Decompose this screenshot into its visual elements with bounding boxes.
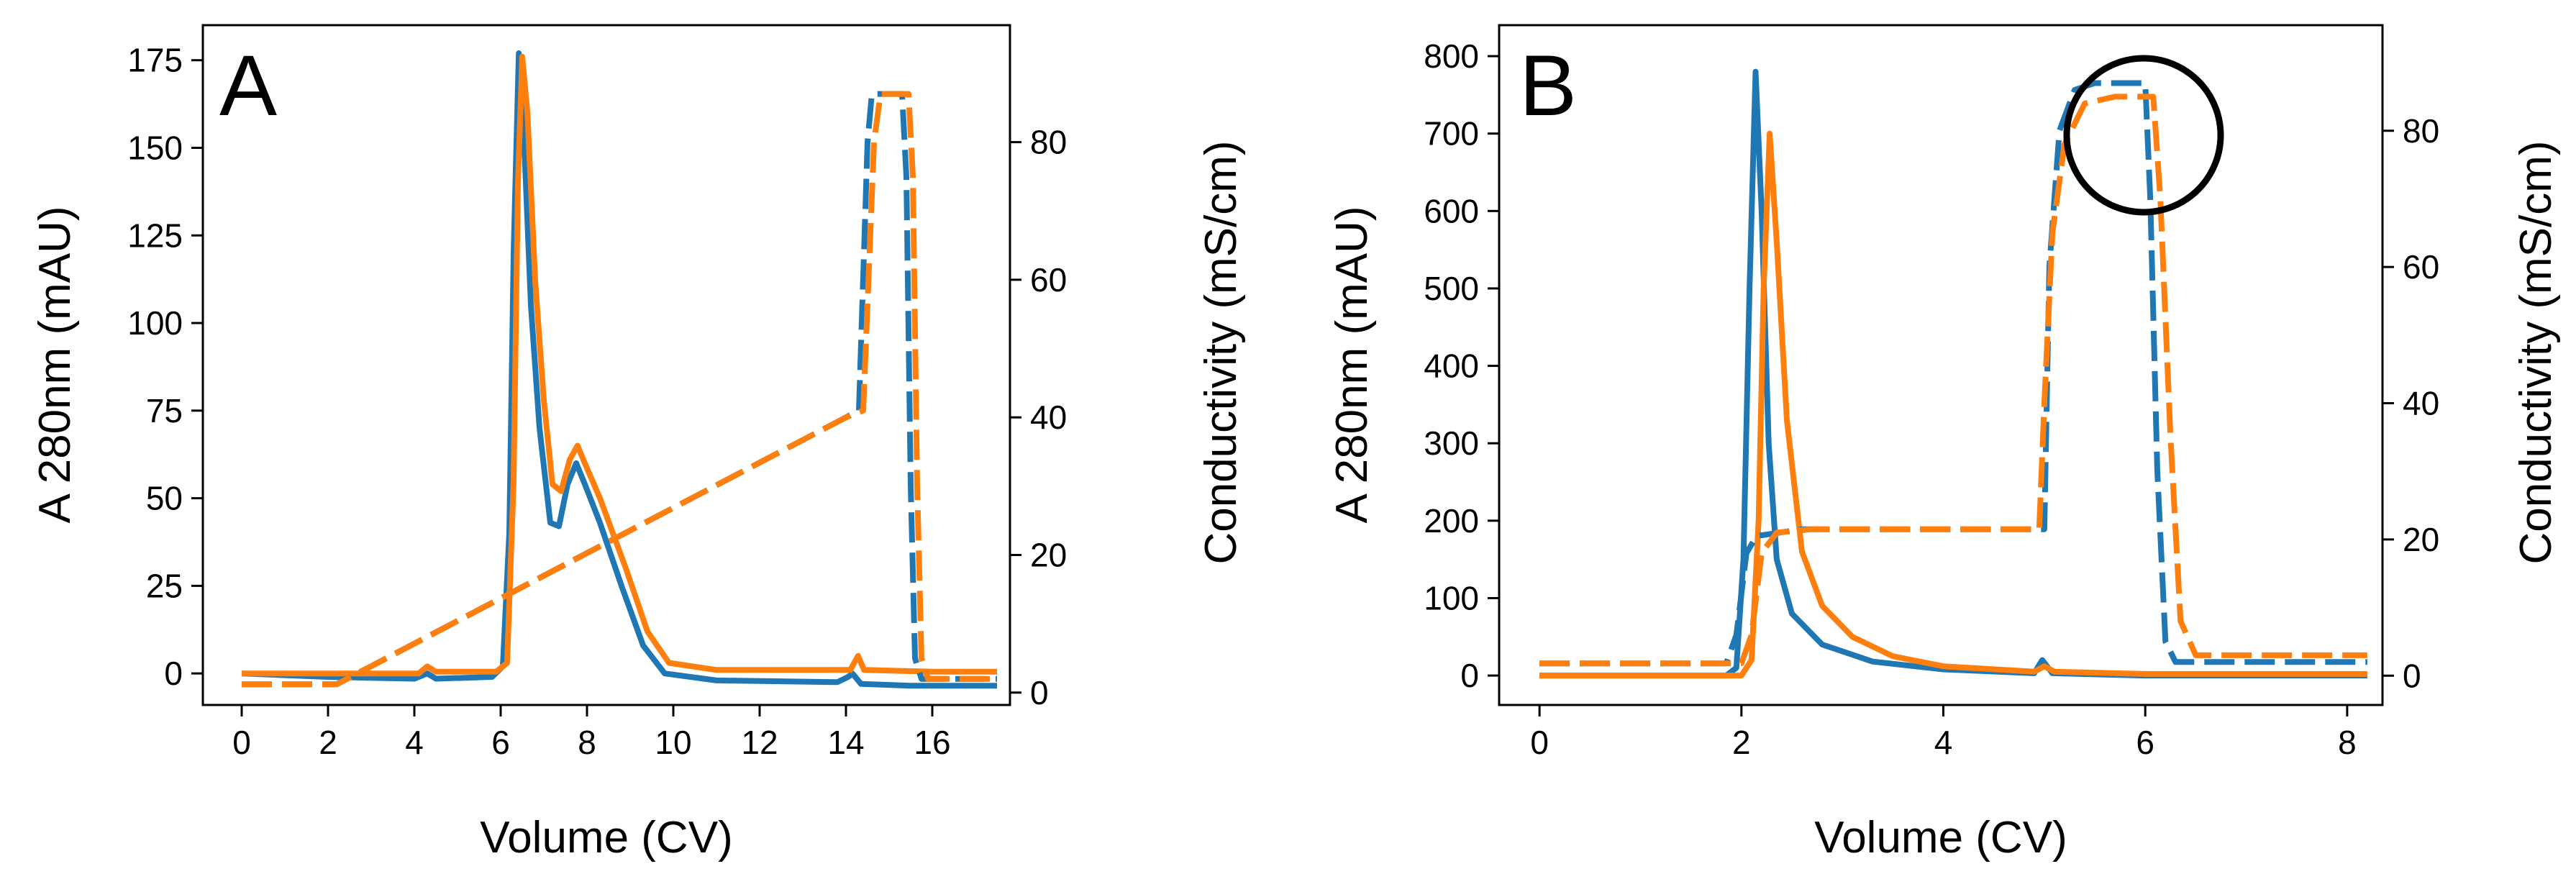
panel-b-plateau-circle [2063, 55, 2224, 216]
panel-b-y-tick-label-2: 200 [1424, 502, 1479, 540]
panel-b-x-axis-title: Volume (CV) [1814, 813, 2067, 863]
panel-b-y-tick-label-3: 300 [1424, 424, 1479, 462]
panel-a-series-0-a280-line [241, 50, 997, 689]
panel-b-letter: B [1519, 37, 1577, 134]
panel-a-y2-tick-label-2: 40 [1030, 399, 1067, 436]
panel-a-series-2-conductivity-line [242, 91, 997, 688]
panel-a-y2-tick-label-4: 80 [1030, 124, 1067, 161]
panel-b-y2-tick-label-0: 0 [2403, 657, 2421, 694]
panel-a-y-tick-label-7: 175 [127, 42, 183, 79]
panel-b-series-0-a280-line [1539, 68, 2367, 679]
panel-b-series-1-a280-line [1539, 130, 2367, 679]
panel-a-series [241, 50, 997, 689]
panel-a-x-tick-label-6: 12 [741, 724, 778, 761]
panel-a-y2-tick-label-1: 20 [1030, 536, 1067, 573]
panel-a-x-tick-label-2: 4 [405, 724, 424, 761]
panel-b: 0 2 4 6 8 0 100 200 300 400 500 600 700 800 0 20 40 60 8… [1327, 24, 2561, 863]
panel-a-y-tick-label-5: 125 [127, 217, 183, 254]
panel-a-x-tick-label-5: 10 [655, 724, 691, 761]
panel-b-y2-tick-label-4: 80 [2403, 112, 2439, 150]
panel-a: 0 2 4 6 8 10 12 14 16 0 25 50 75 100 125 150 175 0 20 40 6… [30, 24, 1246, 863]
panel-b-y2-tick-label-3: 60 [2403, 248, 2439, 286]
panel-a-x-tick-label-0: 0 [232, 724, 251, 761]
panel-a-y-tick-label-2: 50 [146, 480, 183, 517]
panel-a-right-y-axis: 0 20 40 60 80 [1010, 124, 1067, 711]
panel-a-y-tick-label-3: 75 [146, 392, 183, 429]
panel-b-x-tick-label-2: 4 [1934, 724, 1953, 761]
panel-a-x-tick-label-7: 14 [827, 724, 864, 761]
panel-b-y-tick-label-0: 0 [1460, 657, 1479, 694]
panel-a-letter: A [219, 37, 277, 134]
panel-a-y2-tick-label-0: 0 [1030, 674, 1049, 711]
panel-b-y-tick-label-7: 700 [1424, 115, 1479, 153]
panel-b-y2-tick-label-2: 40 [2403, 385, 2439, 422]
panel-b-right-y-axis: 0 20 40 60 80 [2382, 112, 2439, 694]
panel-b-y-tick-label-5: 500 [1424, 270, 1479, 307]
panel-a-y-tick-label-4: 100 [127, 304, 183, 342]
panel-a-y2-axis-title: Conductivity (mS/cm) [1196, 140, 1246, 564]
panel-b-x-tick-label-1: 2 [1732, 724, 1751, 761]
panel-b-left-y-axis: 0 100 200 300 400 500 600 700 800 [1424, 37, 1499, 694]
panel-b-series-3-conductivity-line [1539, 94, 2367, 667]
panel-b-x-tick-label-3: 6 [2136, 724, 2154, 761]
panel-b-y-tick-label-6: 600 [1424, 192, 1479, 229]
panel-b-y-tick-label-4: 400 [1424, 347, 1479, 385]
panel-b-x-tick-label-4: 8 [2338, 724, 2357, 761]
panel-a-y-axis-title: A 280nm (mAU) [30, 206, 80, 523]
panel-a-left-y-axis: 0 25 50 75 100 125 150 175 [127, 42, 203, 692]
panel-b-y-tick-label-8: 800 [1424, 37, 1479, 75]
panel-b-y2-axis-title: Conductivity (mS/cm) [2511, 140, 2561, 564]
panel-a-series-1-a280-line [242, 53, 997, 677]
panel-b-x-tick-label-0: 0 [1530, 724, 1549, 761]
panel-b-series [1539, 68, 2367, 679]
panel-b-plot-frame [1498, 24, 2384, 706]
panel-a-y-tick-label-1: 25 [146, 567, 183, 604]
panel-a-x-tick-label-8: 16 [914, 724, 950, 761]
panel-b-y-tick-label-1: 100 [1424, 579, 1479, 616]
panel-b-y-axis-title: A 280nm (mAU) [1327, 206, 1377, 523]
panel-a-x-tick-label-1: 2 [319, 724, 337, 761]
panel-b-x-axis: 0 2 4 6 8 [1530, 705, 2357, 761]
panel-a-series-3-conductivity-line [242, 91, 997, 688]
panel-a-x-tick-label-3: 6 [491, 724, 510, 761]
panel-a-x-axis: 0 2 4 6 8 10 12 14 16 [232, 705, 951, 761]
panel-b-series-2-conductivity-line [1539, 80, 2367, 667]
panel-b-y2-tick-label-1: 20 [2403, 521, 2439, 558]
panel-a-y-tick-label-0: 0 [164, 655, 183, 692]
panel-a-y2-tick-label-3: 60 [1030, 261, 1067, 299]
panel-a-x-tick-label-4: 8 [578, 724, 596, 761]
panel-a-plot-frame [201, 24, 1011, 706]
panel-a-y-tick-label-6: 150 [127, 129, 183, 166]
panel-a-x-axis-title: Volume (CV) [480, 813, 732, 863]
